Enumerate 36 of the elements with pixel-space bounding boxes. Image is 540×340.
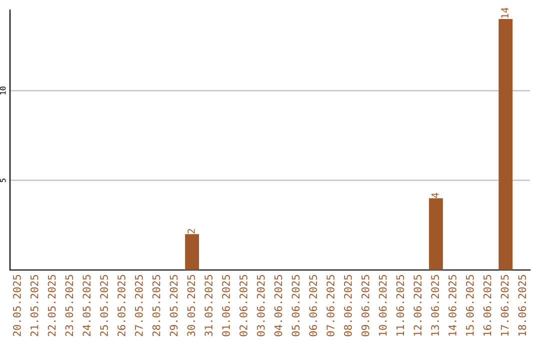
- bar: [498, 18, 513, 270]
- x-tick-label: 09.06.2025: [361, 275, 370, 336]
- x-tick-label: 05.06.2025: [292, 275, 300, 336]
- data-label: 2: [188, 229, 195, 234]
- x-tick-label: 11.06.2025: [396, 275, 404, 336]
- x-tick-label: 02.06.2025: [239, 275, 248, 336]
- x-tick-label: 20.05.2025: [13, 275, 21, 336]
- data-label: 14: [501, 8, 508, 18]
- bar: [428, 198, 443, 270]
- x-tick-label: 24.05.2025: [82, 275, 91, 336]
- x-tick-label: 15.06.2025: [466, 275, 474, 336]
- x-tick-label: 04.06.2025: [274, 275, 282, 336]
- x-tick-label: 28.05.2025: [152, 275, 160, 336]
- x-tick-label: 13.06.2025: [431, 275, 439, 336]
- x-tick-label: 12.06.2025: [414, 275, 422, 336]
- x-tick-label: 18.06.2025: [518, 275, 526, 336]
- x-tick-label: 21.05.2025: [30, 275, 38, 336]
- x-tick-label: 23.05.2025: [65, 275, 74, 336]
- x-tick-label: 22.05.2025: [48, 275, 56, 336]
- x-tick-label: 31.05.2025: [204, 275, 213, 336]
- x-tick-label: 06.06.2025: [309, 275, 318, 336]
- x-tick-label: 10.06.2025: [378, 275, 387, 336]
- x-tick-label: 29.05.2025: [170, 275, 178, 336]
- x-tick-label: 17.06.2025: [500, 275, 509, 336]
- x-tick-label: 16.06.2025: [483, 275, 492, 336]
- x-tick-label: 25.05.2025: [100, 275, 108, 336]
- x-tick-label: 03.06.2025: [256, 275, 265, 336]
- x-tick-label: 27.05.2025: [134, 275, 143, 336]
- x-tick-label: 07.06.2025: [326, 275, 334, 336]
- x-tick-label: 01.06.2025: [222, 275, 230, 336]
- x-tick-label: 08.06.2025: [344, 275, 352, 336]
- x-tick-label: 26.05.2025: [118, 275, 126, 336]
- data-label: 4: [432, 192, 439, 198]
- x-tick-label: 30.05.2025: [187, 275, 196, 336]
- x-tick-label: 14.06.2025: [448, 275, 456, 336]
- bar: [185, 234, 200, 270]
